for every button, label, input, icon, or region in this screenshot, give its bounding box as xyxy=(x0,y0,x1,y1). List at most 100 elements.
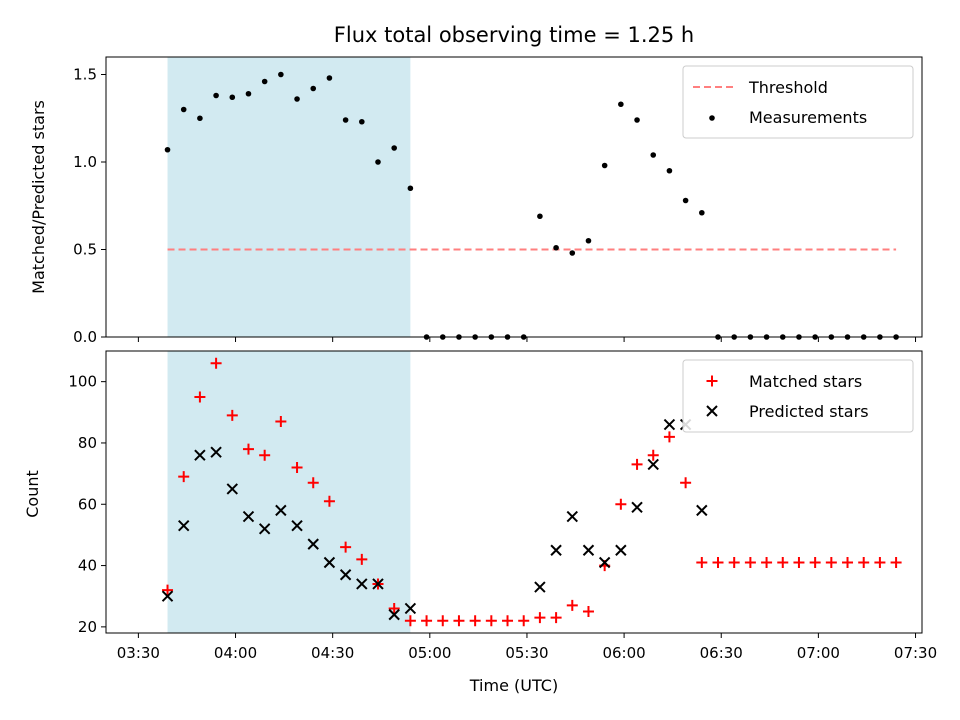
data-point xyxy=(469,615,481,627)
data-point xyxy=(407,185,414,192)
data-point xyxy=(550,612,562,624)
legend-box xyxy=(682,65,914,139)
data-point xyxy=(242,510,255,523)
data-point xyxy=(825,557,837,568)
data-point xyxy=(339,569,352,581)
bottom-panel-star-counts: 03:30 04:00 04:30 05:00 05:30 06:00 06:30 07:00… xyxy=(68,350,937,662)
data-point xyxy=(550,544,562,556)
data-point xyxy=(340,541,352,553)
data-point xyxy=(601,162,608,169)
data-point xyxy=(326,75,333,81)
data-point xyxy=(372,578,384,590)
data-point xyxy=(162,584,174,596)
data-point xyxy=(553,244,559,251)
data-point xyxy=(663,431,675,443)
data-point xyxy=(534,581,546,593)
data-point xyxy=(696,557,708,568)
data-point xyxy=(213,92,219,99)
x-tick-label: 06:00 xyxy=(602,644,645,662)
data-point xyxy=(310,85,317,92)
data-point xyxy=(842,557,854,568)
data-point xyxy=(647,458,659,471)
data-point xyxy=(375,159,381,165)
data-point xyxy=(323,556,336,569)
x-tick-label: 04:30 xyxy=(311,644,354,662)
data-point xyxy=(391,145,397,151)
data-point xyxy=(226,409,238,421)
data-point xyxy=(585,237,592,244)
top-y-axis-label: Matched/Predicted stars xyxy=(29,100,48,294)
data-point xyxy=(699,209,705,216)
data-point xyxy=(712,557,724,568)
legend-swatch xyxy=(709,115,715,121)
data-point xyxy=(278,71,284,78)
data-point xyxy=(874,557,886,568)
y-tick-label: 80 xyxy=(78,434,97,452)
data-point xyxy=(404,615,416,627)
data-point xyxy=(566,510,578,523)
data-point xyxy=(453,615,465,627)
data-point xyxy=(323,495,335,507)
data-point xyxy=(518,615,530,627)
data-point xyxy=(178,471,190,483)
data-point xyxy=(566,599,578,611)
data-point xyxy=(194,391,206,403)
data-point xyxy=(291,461,303,473)
y-tick-label: 0.0 xyxy=(73,328,97,346)
y-tick-label: 20 xyxy=(78,618,97,636)
legend-label: Matched stars xyxy=(749,372,862,391)
data-point xyxy=(663,418,676,431)
y-tick-label: 1.0 xyxy=(73,153,97,171)
data-point xyxy=(598,556,611,569)
data-point xyxy=(682,197,689,204)
data-point xyxy=(294,96,300,102)
x-tick-label: 03:30 xyxy=(117,644,160,662)
data-point xyxy=(388,608,400,621)
data-point xyxy=(307,477,319,489)
data-point xyxy=(194,449,206,461)
observing-span-highlight xyxy=(167,351,411,633)
x-tick-label: 06:30 xyxy=(700,644,743,662)
axes-frame xyxy=(105,350,923,634)
data-point xyxy=(777,557,789,568)
data-point xyxy=(680,477,692,489)
data-point xyxy=(291,520,303,532)
y-tick-label: 40 xyxy=(78,557,97,575)
data-point xyxy=(696,504,708,517)
data-point xyxy=(388,602,400,614)
data-point xyxy=(226,483,238,495)
data-point xyxy=(259,449,271,461)
data-point xyxy=(485,615,497,627)
x-axis-label: Time (UTC) xyxy=(469,676,558,695)
data-point xyxy=(634,117,640,123)
data-point xyxy=(258,523,271,535)
data-point xyxy=(534,612,546,624)
x-tick-label: 07:00 xyxy=(797,644,840,662)
y-tick-label: 100 xyxy=(68,373,97,391)
data-point xyxy=(631,501,643,514)
axes-frame xyxy=(105,56,923,338)
data-point xyxy=(647,449,659,461)
legend-label: Threshold xyxy=(748,78,828,97)
x-tick-label: 07:30 xyxy=(894,644,937,662)
data-point xyxy=(437,615,449,627)
data-point xyxy=(229,94,236,101)
data-point xyxy=(197,115,203,122)
data-point xyxy=(404,602,417,615)
y-tick-label: 0.5 xyxy=(73,241,97,259)
data-point xyxy=(178,520,190,532)
data-point xyxy=(359,118,365,125)
data-point xyxy=(180,106,187,113)
data-point xyxy=(210,357,222,369)
x-tick-label: 05:30 xyxy=(505,644,548,662)
data-point xyxy=(356,578,368,590)
data-point xyxy=(164,146,171,153)
data-point xyxy=(615,498,627,510)
legend: Matched stars Predicted stars xyxy=(682,359,914,433)
data-point xyxy=(421,615,433,627)
data-point xyxy=(537,213,543,220)
data-point xyxy=(650,152,657,158)
data-point xyxy=(356,553,368,565)
data-point xyxy=(809,557,821,568)
data-point xyxy=(631,458,643,470)
